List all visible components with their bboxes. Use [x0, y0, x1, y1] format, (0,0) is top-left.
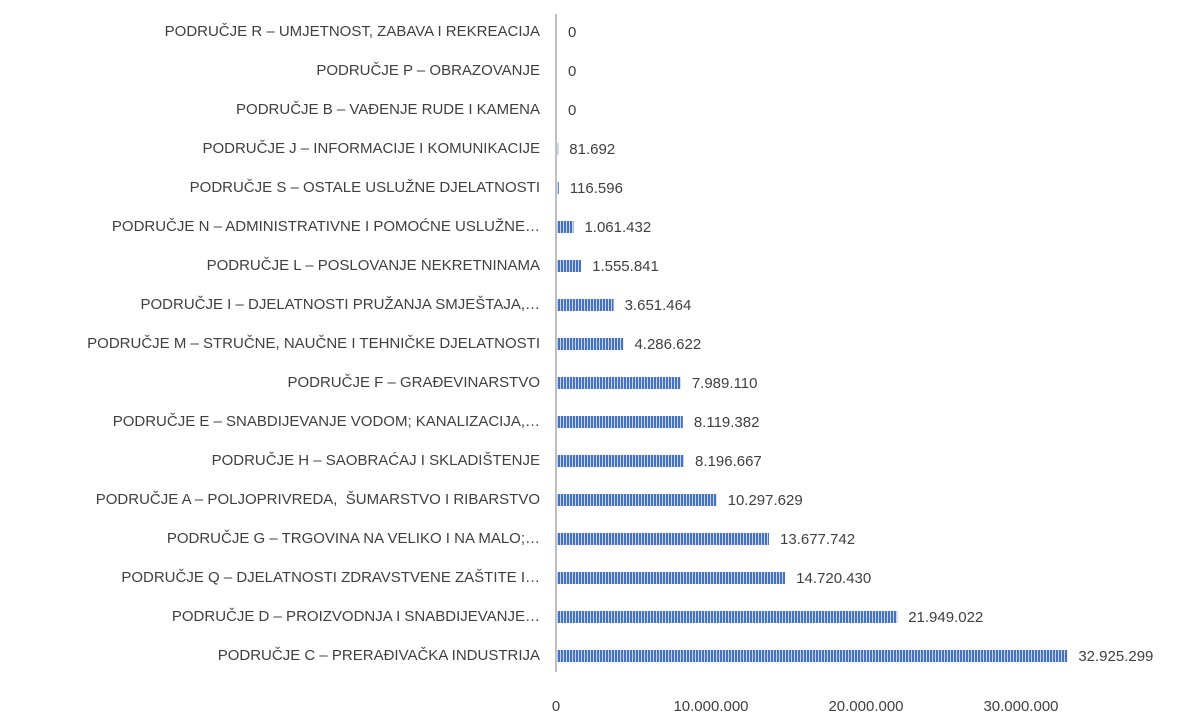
data-label: 21.949.022: [908, 609, 983, 626]
y-tick-label: PODRUČJE E – SNABDIJEVANJE VODOM; KANALI…: [113, 413, 540, 430]
data-label: 10.297.629: [728, 492, 803, 509]
data-label: 32.925.299: [1078, 648, 1153, 665]
bar: [557, 494, 717, 506]
data-label: 4.286.622: [634, 336, 701, 353]
y-tick-label: PODRUČJE P – OBRAZOVANJE: [316, 62, 540, 79]
data-label: 8.196.667: [695, 453, 762, 470]
bar: [557, 416, 683, 428]
bar: [557, 182, 559, 194]
y-tick-label: PODRUČJE G – TRGOVINA NA VELIKO I NA MAL…: [167, 530, 540, 547]
bar: [557, 299, 614, 311]
y-tick-label: PODRUČJE S – OSTALE USLUŽNE DJELATNOSTI: [190, 179, 540, 196]
y-tick-label: PODRUČJE D – PROIZVODNJA I SNABDIJEVANJE…: [172, 608, 540, 625]
y-tick-label: PODRUČJE F – GRAĐEVINARSTVO: [287, 374, 540, 391]
y-tick-label: PODRUČJE M – STRUČNE, NAUČNE I TEHNIČKE …: [87, 335, 540, 352]
bar: [557, 260, 582, 272]
data-label: 0: [568, 24, 576, 41]
bar: [557, 221, 574, 233]
data-label: 0: [568, 102, 576, 119]
y-tick-label: PODRUČJE C – PRERAĐIVAČKA INDUSTRIJA: [218, 647, 540, 664]
x-tick-label: 20.000.000: [828, 698, 903, 715]
y-tick-label: PODRUČJE A – POLJOPRIVREDA, ŠUMARSTVO I …: [96, 491, 540, 508]
data-label: 13.677.742: [780, 531, 855, 548]
y-tick-label: PODRUČJE Q – DJELATNOSTI ZDRAVSTVENE ZAŠ…: [121, 569, 540, 586]
bar: [557, 611, 898, 623]
data-label: 81.692: [569, 141, 615, 158]
data-label: 3.651.464: [625, 297, 692, 314]
y-tick-label: PODRUČJE L – POSLOVANJE NEKRETNINAMA: [207, 257, 540, 274]
y-tick-label: PODRUČJE R – UMJETNOST, ZABAVA I REKREAC…: [165, 23, 540, 40]
data-label: 1.061.432: [584, 219, 651, 236]
bar: [557, 533, 770, 545]
data-label: 116.596: [570, 180, 623, 197]
data-label: 14.720.430: [796, 570, 871, 587]
y-tick-label: PODRUČJE H – SAOBRAĆAJ I SKLADIŠTENJE: [212, 452, 540, 469]
y-tick-label: PODRUČJE N – ADMINISTRATIVNE I POMOĆNE U…: [112, 218, 540, 235]
bar: [557, 377, 681, 389]
data-label: 8.119.382: [694, 414, 760, 431]
data-label: 7.989.110: [692, 375, 758, 392]
data-label: 0: [568, 63, 576, 80]
bar: [557, 143, 559, 155]
x-tick-label: 0: [552, 698, 560, 715]
x-tick-label: 30.000.000: [983, 698, 1058, 715]
bar: [557, 338, 624, 350]
y-tick-label: PODRUČJE J – INFORMACIJE I KOMUNIKACIJE: [202, 140, 540, 157]
x-tick-label: 10.000.000: [673, 698, 748, 715]
data-label: 1.555.841: [592, 258, 659, 275]
bar: [557, 572, 786, 584]
bar: [557, 455, 685, 467]
y-tick-label: PODRUČJE B – VAĐENJE RUDE I KAMENA: [236, 101, 540, 118]
y-tick-label: PODRUČJE I – DJELATNOSTI PRUŽANJA SMJEŠT…: [140, 296, 540, 313]
bar: [557, 650, 1068, 662]
